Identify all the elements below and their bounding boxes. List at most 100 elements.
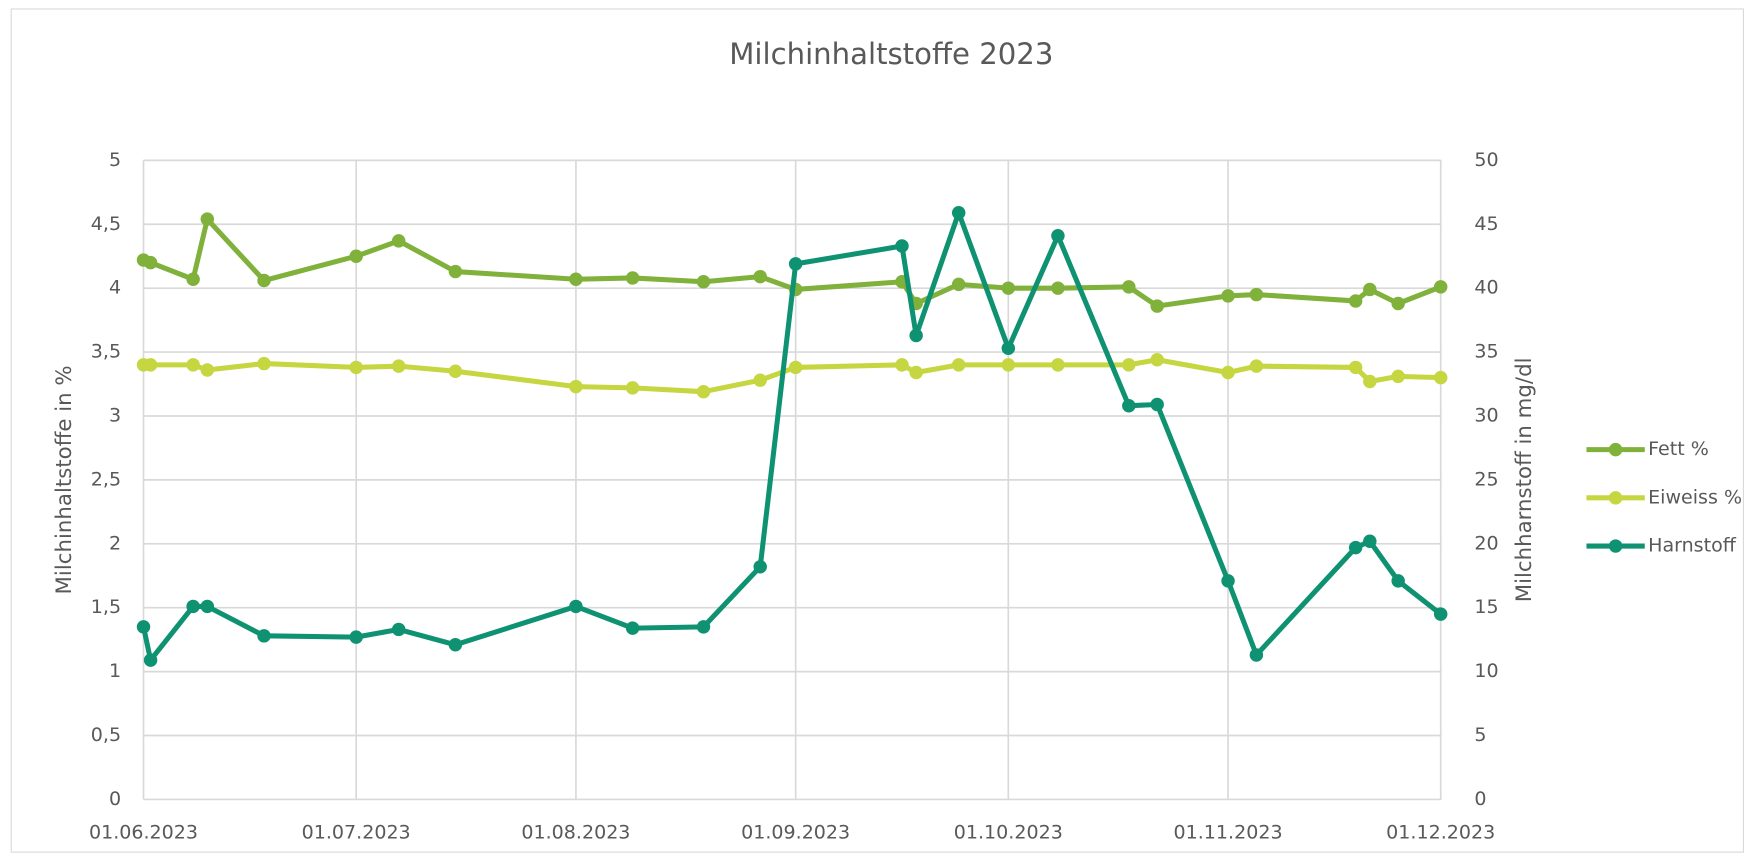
- data-point: [1051, 281, 1065, 295]
- y2-tick-label: 35: [1474, 341, 1498, 363]
- y-tick-label: 0,5: [91, 724, 121, 746]
- y2-tick-label: 50: [1474, 149, 1498, 171]
- data-point: [1391, 369, 1405, 384]
- y-tick-label: 2: [109, 532, 121, 554]
- legend-marker: [1608, 539, 1623, 553]
- data-point: [1433, 607, 1448, 621]
- data-point: [200, 599, 215, 614]
- data-point: [696, 620, 711, 634]
- data-point: [1150, 353, 1164, 367]
- data-point: [1122, 280, 1136, 294]
- data-point: [186, 358, 200, 372]
- data-point: [909, 328, 923, 343]
- data-point: [1363, 282, 1377, 297]
- legend-label: Fett %: [1648, 438, 1709, 460]
- data-point: [625, 381, 640, 395]
- data-point: [257, 273, 271, 288]
- data-point: [951, 277, 966, 292]
- data-point: [186, 599, 200, 614]
- data-point: [1150, 299, 1164, 313]
- data-point: [448, 364, 463, 378]
- data-point: [136, 620, 151, 634]
- x-tick-label: 01.07.2023: [302, 822, 411, 844]
- data-point: [349, 630, 363, 644]
- data-point: [143, 358, 158, 372]
- legend-label: Harnstoff: [1648, 535, 1737, 557]
- chart-frame: [10, 8, 1744, 853]
- data-point: [1391, 574, 1405, 588]
- data-point: [1221, 574, 1235, 588]
- data-point: [1348, 294, 1363, 308]
- y-tick-label: 2,5: [91, 468, 121, 490]
- data-point: [909, 365, 923, 380]
- y-tick-label: 5: [109, 149, 121, 171]
- data-point: [349, 360, 363, 375]
- legend-marker: [1608, 491, 1623, 505]
- data-point: [186, 272, 200, 286]
- y2-tick-label: 20: [1474, 532, 1498, 554]
- data-point: [448, 638, 463, 652]
- plot: [136, 206, 1448, 667]
- x-tick-label: 01.11.2023: [1174, 822, 1283, 844]
- data-point: [1051, 358, 1065, 372]
- legend-label: Eiweiss %: [1648, 486, 1742, 508]
- y2-tick-label: 30: [1474, 404, 1498, 426]
- data-point: [1001, 358, 1016, 372]
- data-point: [1001, 341, 1016, 355]
- data-point: [448, 264, 463, 279]
- data-point: [753, 269, 767, 284]
- y2-tick-label: 45: [1474, 213, 1498, 235]
- data-point: [1051, 229, 1065, 243]
- x-tick-label: 01.12.2023: [1386, 822, 1495, 844]
- data-point: [951, 358, 966, 372]
- data-point: [257, 629, 271, 643]
- data-point: [1363, 534, 1377, 548]
- data-point: [1221, 289, 1235, 303]
- y2-tick-label: 15: [1474, 596, 1498, 618]
- data-point: [1122, 399, 1136, 413]
- x-tick-label: 01.10.2023: [954, 822, 1063, 844]
- data-point: [753, 560, 767, 574]
- data-point: [200, 212, 215, 226]
- y-tick-label: 1,5: [91, 596, 121, 618]
- y-tick-label: 0: [109, 788, 121, 810]
- data-point: [143, 255, 158, 270]
- y2-tick-label: 40: [1474, 277, 1498, 299]
- data-point: [788, 360, 803, 375]
- data-point: [895, 239, 909, 253]
- y-tick-label: 1: [109, 660, 121, 682]
- data-point: [696, 275, 711, 289]
- data-point: [1150, 397, 1164, 412]
- y-tick-label: 4,5: [91, 213, 121, 235]
- y2-tick-label: 10: [1474, 660, 1498, 682]
- data-point: [1249, 287, 1264, 302]
- y-tick-label: 3: [109, 404, 121, 426]
- data-point: [391, 234, 406, 248]
- data-point: [788, 257, 803, 271]
- data-point: [200, 363, 215, 377]
- y-axis-title: Milchinhaltstoffe in %: [52, 365, 77, 594]
- data-point: [143, 653, 158, 667]
- data-point: [1433, 370, 1448, 385]
- data-point: [569, 379, 583, 394]
- y2-tick-label: 25: [1474, 468, 1498, 490]
- y-tick-label: 4: [109, 277, 121, 299]
- data-point: [625, 271, 640, 285]
- legend-marker: [1608, 442, 1623, 457]
- data-point: [951, 206, 966, 220]
- data-point: [696, 384, 711, 399]
- data-point: [391, 359, 406, 373]
- y2-tick-label: 5: [1474, 724, 1486, 746]
- data-point: [1249, 648, 1264, 662]
- y2-axis-title: Milchharnstoff in mg/dl: [1512, 357, 1537, 602]
- data-point: [1122, 358, 1136, 372]
- data-point: [1433, 280, 1448, 294]
- x-tick-label: 01.09.2023: [741, 822, 850, 844]
- y2-tick-label: 0: [1474, 788, 1486, 810]
- data-point: [1001, 281, 1016, 295]
- x-tick-label: 01.08.2023: [521, 822, 630, 844]
- data-point: [1363, 374, 1377, 389]
- data-point: [569, 272, 583, 286]
- data-point: [625, 621, 640, 635]
- data-point: [257, 356, 271, 371]
